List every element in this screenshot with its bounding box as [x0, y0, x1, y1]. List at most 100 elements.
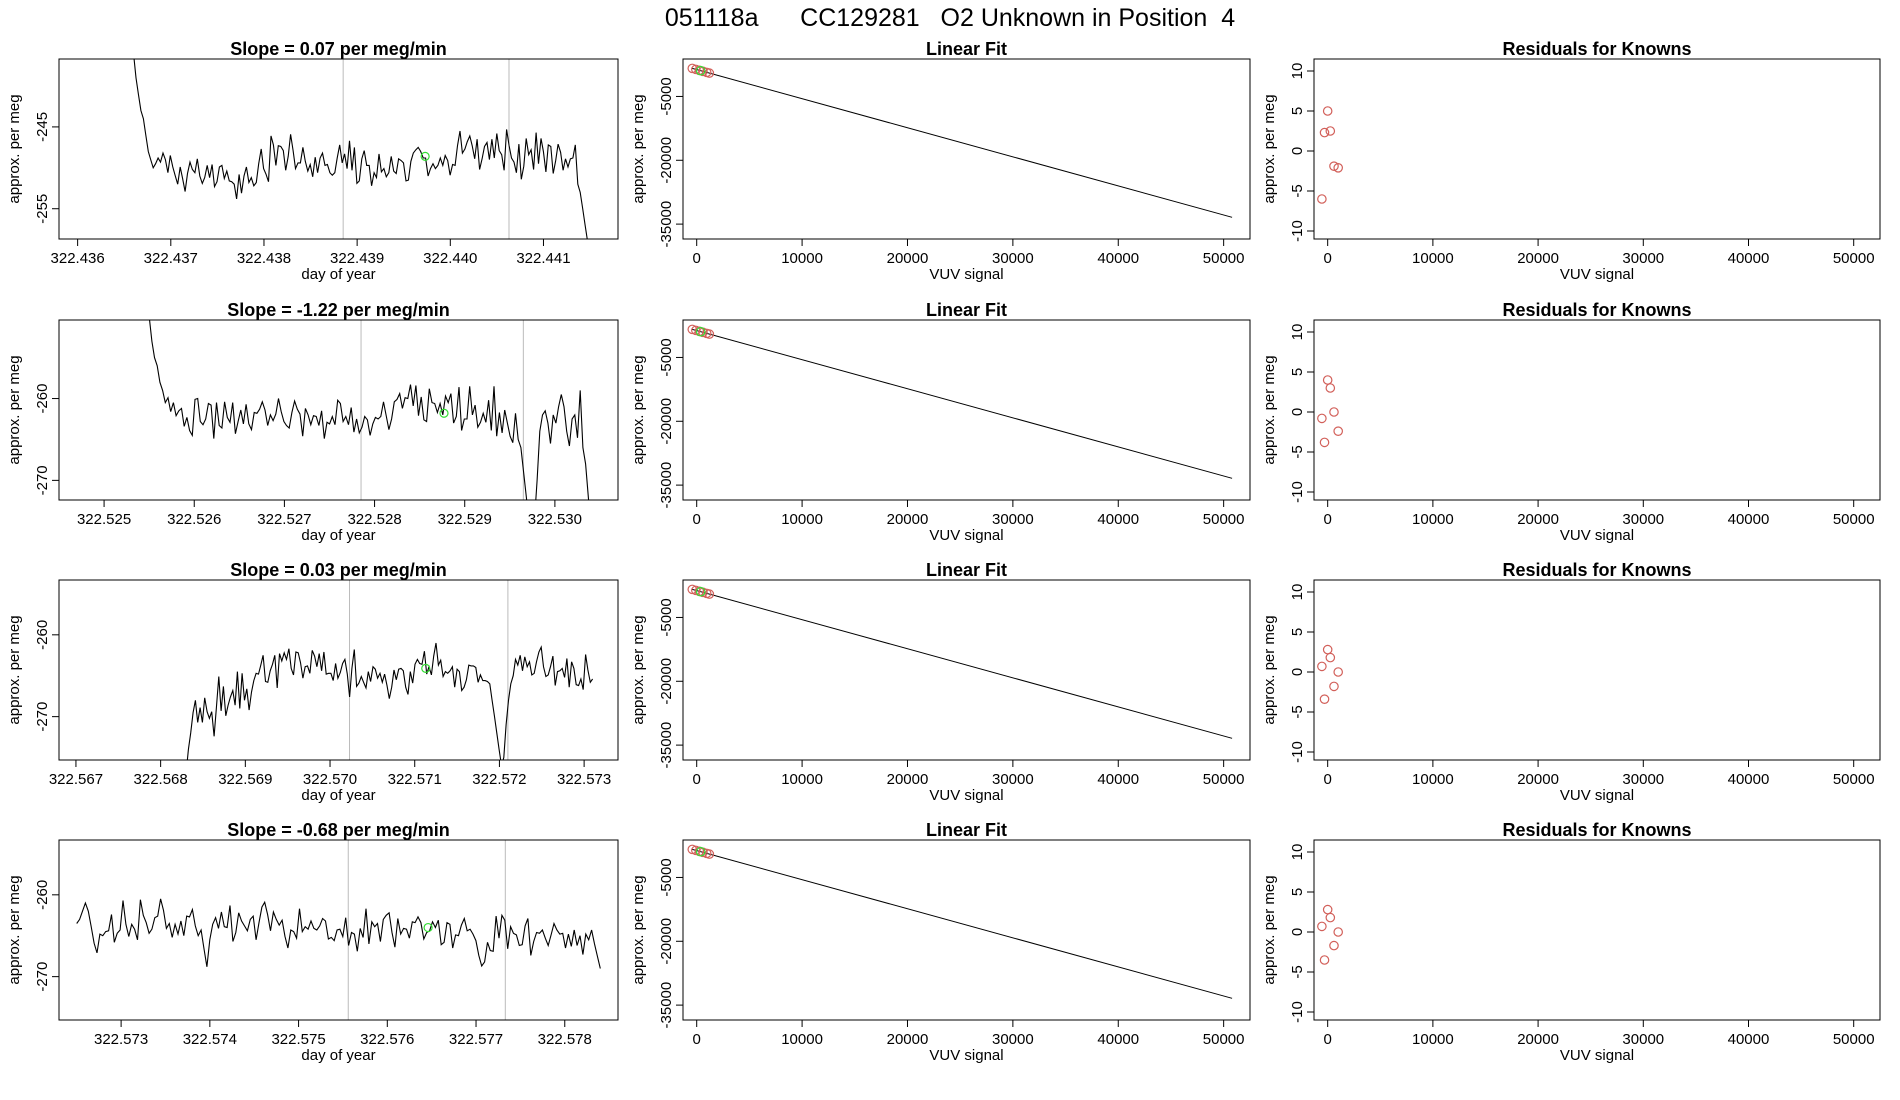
x-tick-label: 40000 [1097, 1031, 1139, 1048]
x-axis-label: VUV signal [929, 266, 1003, 283]
panel-fit-row2: 0 10000 20000 30000 40000 50000 -5000 -20000 -35… [630, 300, 1251, 544]
y-axis-label: approx. per meg [1261, 875, 1278, 984]
y-tick-label: 5 [1289, 368, 1306, 376]
panel-time-row1: 322.436 322.437 322.438 322.439 322.440 322.4… [6, 39, 619, 283]
panel-residuals-row1: 0 10000 20000 30000 40000 50000 10 5 0 -5 -10 Resid… [1261, 39, 1881, 283]
x-tick-label: 322.574 [183, 1031, 237, 1048]
series-line [76, 898, 601, 969]
y-tick-label: -10 [1289, 481, 1306, 503]
plot-area [687, 584, 1233, 739]
panel-title: Residuals for Knowns [1502, 560, 1691, 580]
x-axis-label: day of year [301, 266, 375, 283]
residual-point [1333, 426, 1343, 436]
x-tick-label: 0 [693, 511, 701, 528]
x-tick-label: 50000 [1833, 1031, 1875, 1048]
y-tick-label: -5 [1289, 184, 1306, 197]
x-tick-label: 40000 [1728, 511, 1770, 528]
panel-fit-row3: 0 10000 20000 30000 40000 50000 -5000 -20000 -35… [630, 560, 1251, 804]
x-tick-label: 322.526 [167, 511, 221, 528]
y-tick-label: -260 [34, 620, 51, 650]
plot-area [1317, 106, 1343, 204]
residual-point [1317, 661, 1327, 672]
y-tick-label: -20000 [658, 918, 675, 965]
x-tick-label: 40000 [1097, 511, 1139, 528]
x-tick-label: 40000 [1097, 250, 1139, 267]
panel-title: Slope = -0.68 per meg/min [227, 820, 450, 840]
y-tick-label: -260 [34, 384, 51, 414]
x-tick-label: 322.439 [330, 250, 384, 267]
panel-fit-row4: 0 10000 20000 30000 40000 50000 -5000 -20000 -35… [630, 820, 1251, 1064]
known-point [704, 849, 715, 859]
panel-residuals-row2: 0 10000 20000 30000 40000 50000 10 5 0 -5 -10 Resid… [1261, 300, 1881, 544]
unknown-point [423, 922, 433, 933]
y-axis-label: approx. per meg [630, 615, 647, 724]
y-tick-label: -5 [1289, 445, 1306, 458]
x-tick-label: 322.527 [257, 511, 311, 528]
x-tick-label: 40000 [1097, 771, 1139, 788]
plot-frame [1313, 58, 1881, 240]
y-tick-label: -270 [34, 702, 51, 732]
x-tick-label: 20000 [1517, 1031, 1559, 1048]
residual-point [1319, 127, 1330, 138]
y-tick-label: -260 [34, 880, 51, 910]
residual-point [1329, 940, 1339, 951]
x-tick-label: 322.573 [94, 1031, 148, 1048]
x-tick-label: 322.568 [134, 771, 188, 788]
x-tick-label: 0 [1324, 1031, 1332, 1048]
x-tick-label: 322.576 [360, 1031, 414, 1048]
unknown-point [421, 663, 431, 673]
panel-title: Residuals for Knowns [1502, 39, 1691, 59]
y-tick-label: 5 [1289, 888, 1306, 896]
y-tick-label: -20000 [658, 658, 675, 705]
x-tick-label: 50000 [1203, 1031, 1245, 1048]
x-tick-label: 322.441 [516, 250, 570, 267]
series-line [186, 642, 594, 760]
x-tick-label: 0 [1324, 771, 1332, 788]
x-tick-label: 10000 [1412, 250, 1454, 267]
plot-frame [682, 319, 1251, 501]
x-axis-label: VUV signal [1560, 1047, 1634, 1064]
x-axis-label: VUV signal [1560, 787, 1634, 804]
y-axis-label: approx. per meg [1261, 355, 1278, 464]
panel-residuals-row3: 0 10000 20000 30000 40000 50000 10 5 0 -5 -10 Resid… [1261, 560, 1881, 804]
x-tick-label: 30000 [1622, 250, 1664, 267]
x-axis-label: VUV signal [929, 1047, 1003, 1064]
residual-point [1322, 904, 1333, 915]
x-tick-label: 50000 [1833, 771, 1875, 788]
residual-point [1325, 126, 1336, 136]
unknown-point [695, 326, 706, 337]
x-tick-label: 30000 [992, 511, 1034, 528]
panel-time-row2: 322.525 322.526 322.527 322.528 322.529 322.5… [6, 300, 619, 544]
y-tick-label: -35000 [658, 982, 675, 1029]
panel-title: Residuals for Knowns [1502, 300, 1691, 320]
unknown-point [695, 846, 706, 857]
plot-frame [58, 839, 619, 1021]
residual-point [1317, 921, 1327, 932]
x-tick-label: 322.529 [438, 511, 492, 528]
x-tick-label: 0 [693, 1031, 701, 1048]
y-axis-label: approx. per meg [6, 875, 23, 984]
x-axis-label: VUV signal [929, 787, 1003, 804]
plot-frame [682, 579, 1251, 761]
y-tick-label: 10 [1289, 844, 1306, 861]
residual-point [1322, 106, 1333, 116]
y-tick-label: -5000 [658, 77, 675, 115]
x-axis-label: VUV signal [929, 527, 1003, 544]
y-axis-label: approx. per meg [1261, 94, 1278, 203]
x-tick-label: 30000 [1622, 511, 1664, 528]
plot-area [76, 840, 601, 1020]
x-tick-label: 10000 [1412, 511, 1454, 528]
series-line [149, 320, 590, 500]
y-tick-label: 5 [1289, 628, 1306, 636]
y-axis-label: approx. per meg [630, 875, 647, 984]
y-tick-label: -5 [1289, 965, 1306, 978]
y-tick-label: 0 [1289, 147, 1306, 155]
y-tick-label: -10 [1289, 220, 1306, 242]
residual-point [1329, 681, 1339, 692]
y-axis-label: approx. per meg [630, 94, 647, 203]
x-tick-label: 20000 [887, 1031, 929, 1048]
residual-point [1317, 413, 1327, 424]
x-tick-label: 322.528 [347, 511, 401, 528]
